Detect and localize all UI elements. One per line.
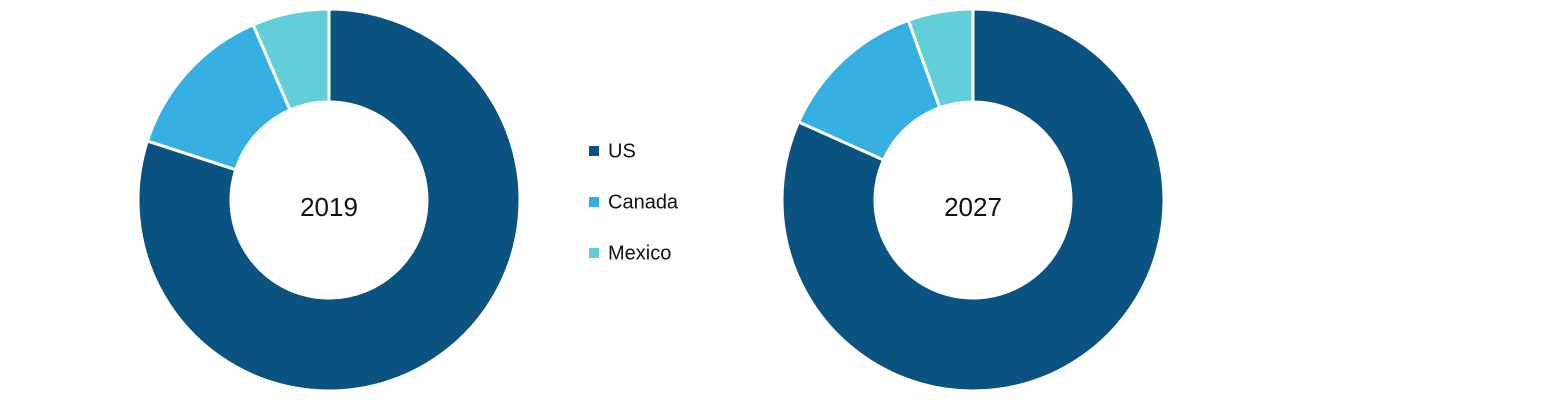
donut-slice <box>251 7 331 113</box>
donut-slice <box>136 7 522 393</box>
legend-label: Canada <box>608 191 679 213</box>
legend-label: Mexico <box>608 242 671 264</box>
donut-slice <box>780 7 1166 393</box>
chart-title: 2019 <box>300 192 358 222</box>
legend-swatch <box>589 248 599 258</box>
donut-slice <box>906 7 975 110</box>
legend-label: US <box>608 140 636 162</box>
legend-swatch <box>589 197 599 207</box>
chart-title: 2027 <box>944 192 1002 222</box>
legend-swatch <box>589 146 599 156</box>
